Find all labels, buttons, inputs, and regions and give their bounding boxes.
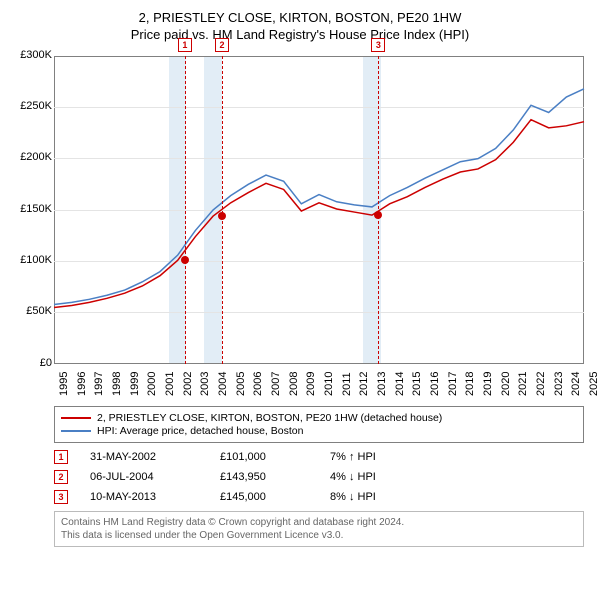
x-axis-label: 2012 — [358, 371, 370, 395]
transaction-dot — [181, 256, 189, 264]
x-axis-label: 2009 — [305, 371, 317, 395]
legend-item: HPI: Average price, detached house, Bost… — [61, 425, 577, 437]
page-container: 2, PRIESTLEY CLOSE, KIRTON, BOSTON, PE20… — [0, 0, 600, 553]
x-axis-label: 2016 — [429, 371, 441, 395]
transaction-price: £145,000 — [220, 491, 330, 503]
transaction-table: 1 31-MAY-2002£101,0007% ↑ HPI 2 06-JUL-2004… — [54, 447, 584, 507]
transaction-vline — [185, 56, 186, 364]
footer-line-2: This data is licensed under the Open Gov… — [61, 529, 577, 542]
x-axis-label: 1998 — [111, 371, 123, 395]
legend-swatch — [61, 430, 91, 432]
price-chart: £0£50K£100K£150K£200K£250K£300K199519961… — [12, 50, 588, 400]
legend-label: 2, PRIESTLEY CLOSE, KIRTON, BOSTON, PE20… — [97, 412, 442, 424]
x-axis-label: 2011 — [341, 372, 353, 396]
transaction-row: 3 10-MAY-2013£145,0008% ↓ HPI — [54, 487, 584, 507]
x-axis-label: 2006 — [252, 371, 264, 395]
transaction-row: 2 06-JUL-2004£143,9504% ↓ HPI — [54, 467, 584, 487]
x-axis-label: 1999 — [129, 371, 141, 395]
x-axis-label: 2003 — [199, 371, 211, 395]
footer-attribution: Contains HM Land Registry data © Crown c… — [54, 511, 584, 547]
x-axis-label: 2015 — [411, 371, 423, 395]
x-axis-label: 1995 — [58, 371, 70, 395]
x-axis-label: 2017 — [447, 371, 459, 395]
transaction-date: 10-MAY-2013 — [90, 491, 220, 503]
transaction-diff: 7% ↑ HPI — [330, 451, 450, 463]
transaction-marker: 2 — [215, 38, 229, 52]
x-axis-label: 2004 — [217, 371, 229, 395]
x-axis-label: 2014 — [394, 371, 406, 395]
x-axis-label: 2013 — [376, 371, 388, 395]
x-axis-label: 2001 — [164, 371, 176, 395]
legend-label: HPI: Average price, detached house, Bost… — [97, 425, 303, 437]
title-line-1: 2, PRIESTLEY CLOSE, KIRTON, BOSTON, PE20… — [12, 10, 588, 27]
transaction-row-marker: 3 — [54, 490, 68, 504]
legend-swatch — [61, 417, 91, 419]
series-line — [54, 119, 584, 307]
series-line — [54, 89, 584, 305]
x-axis-label: 2024 — [570, 371, 582, 395]
x-axis-label: 2022 — [535, 371, 547, 395]
x-axis-label: 1996 — [76, 371, 88, 395]
title-line-2: Price paid vs. HM Land Registry's House … — [12, 27, 588, 44]
x-axis-label: 2007 — [270, 371, 282, 395]
transaction-price: £101,000 — [220, 451, 330, 463]
footer-line-1: Contains HM Land Registry data © Crown c… — [61, 516, 577, 529]
x-axis-label: 2023 — [553, 371, 565, 395]
transaction-vline — [378, 56, 379, 364]
transaction-vline — [222, 56, 223, 364]
x-axis-label: 2002 — [182, 371, 194, 395]
legend-item: 2, PRIESTLEY CLOSE, KIRTON, BOSTON, PE20… — [61, 412, 577, 424]
x-axis-label: 2020 — [500, 371, 512, 395]
x-axis-label: 2005 — [235, 371, 247, 395]
transaction-row: 1 31-MAY-2002£101,0007% ↑ HPI — [54, 447, 584, 467]
transaction-dot — [218, 212, 226, 220]
transaction-price: £143,950 — [220, 471, 330, 483]
x-axis-label: 2000 — [146, 371, 158, 395]
series-layer — [12, 50, 586, 366]
x-axis-label: 2021 — [517, 371, 529, 395]
x-axis-label: 2008 — [288, 371, 300, 395]
transaction-date: 06-JUL-2004 — [90, 471, 220, 483]
x-axis-label: 2018 — [464, 371, 476, 395]
transaction-marker: 3 — [371, 38, 385, 52]
x-axis-label: 2025 — [588, 371, 600, 395]
x-axis-label: 2019 — [482, 371, 494, 395]
transaction-date: 31-MAY-2002 — [90, 451, 220, 463]
transaction-row-marker: 1 — [54, 450, 68, 464]
x-axis-label: 1997 — [93, 371, 105, 395]
legend-box: 2, PRIESTLEY CLOSE, KIRTON, BOSTON, PE20… — [54, 406, 584, 443]
x-axis-label: 2010 — [323, 371, 335, 395]
transaction-diff: 8% ↓ HPI — [330, 491, 450, 503]
transaction-diff: 4% ↓ HPI — [330, 471, 450, 483]
transaction-row-marker: 2 — [54, 470, 68, 484]
transaction-marker: 1 — [178, 38, 192, 52]
